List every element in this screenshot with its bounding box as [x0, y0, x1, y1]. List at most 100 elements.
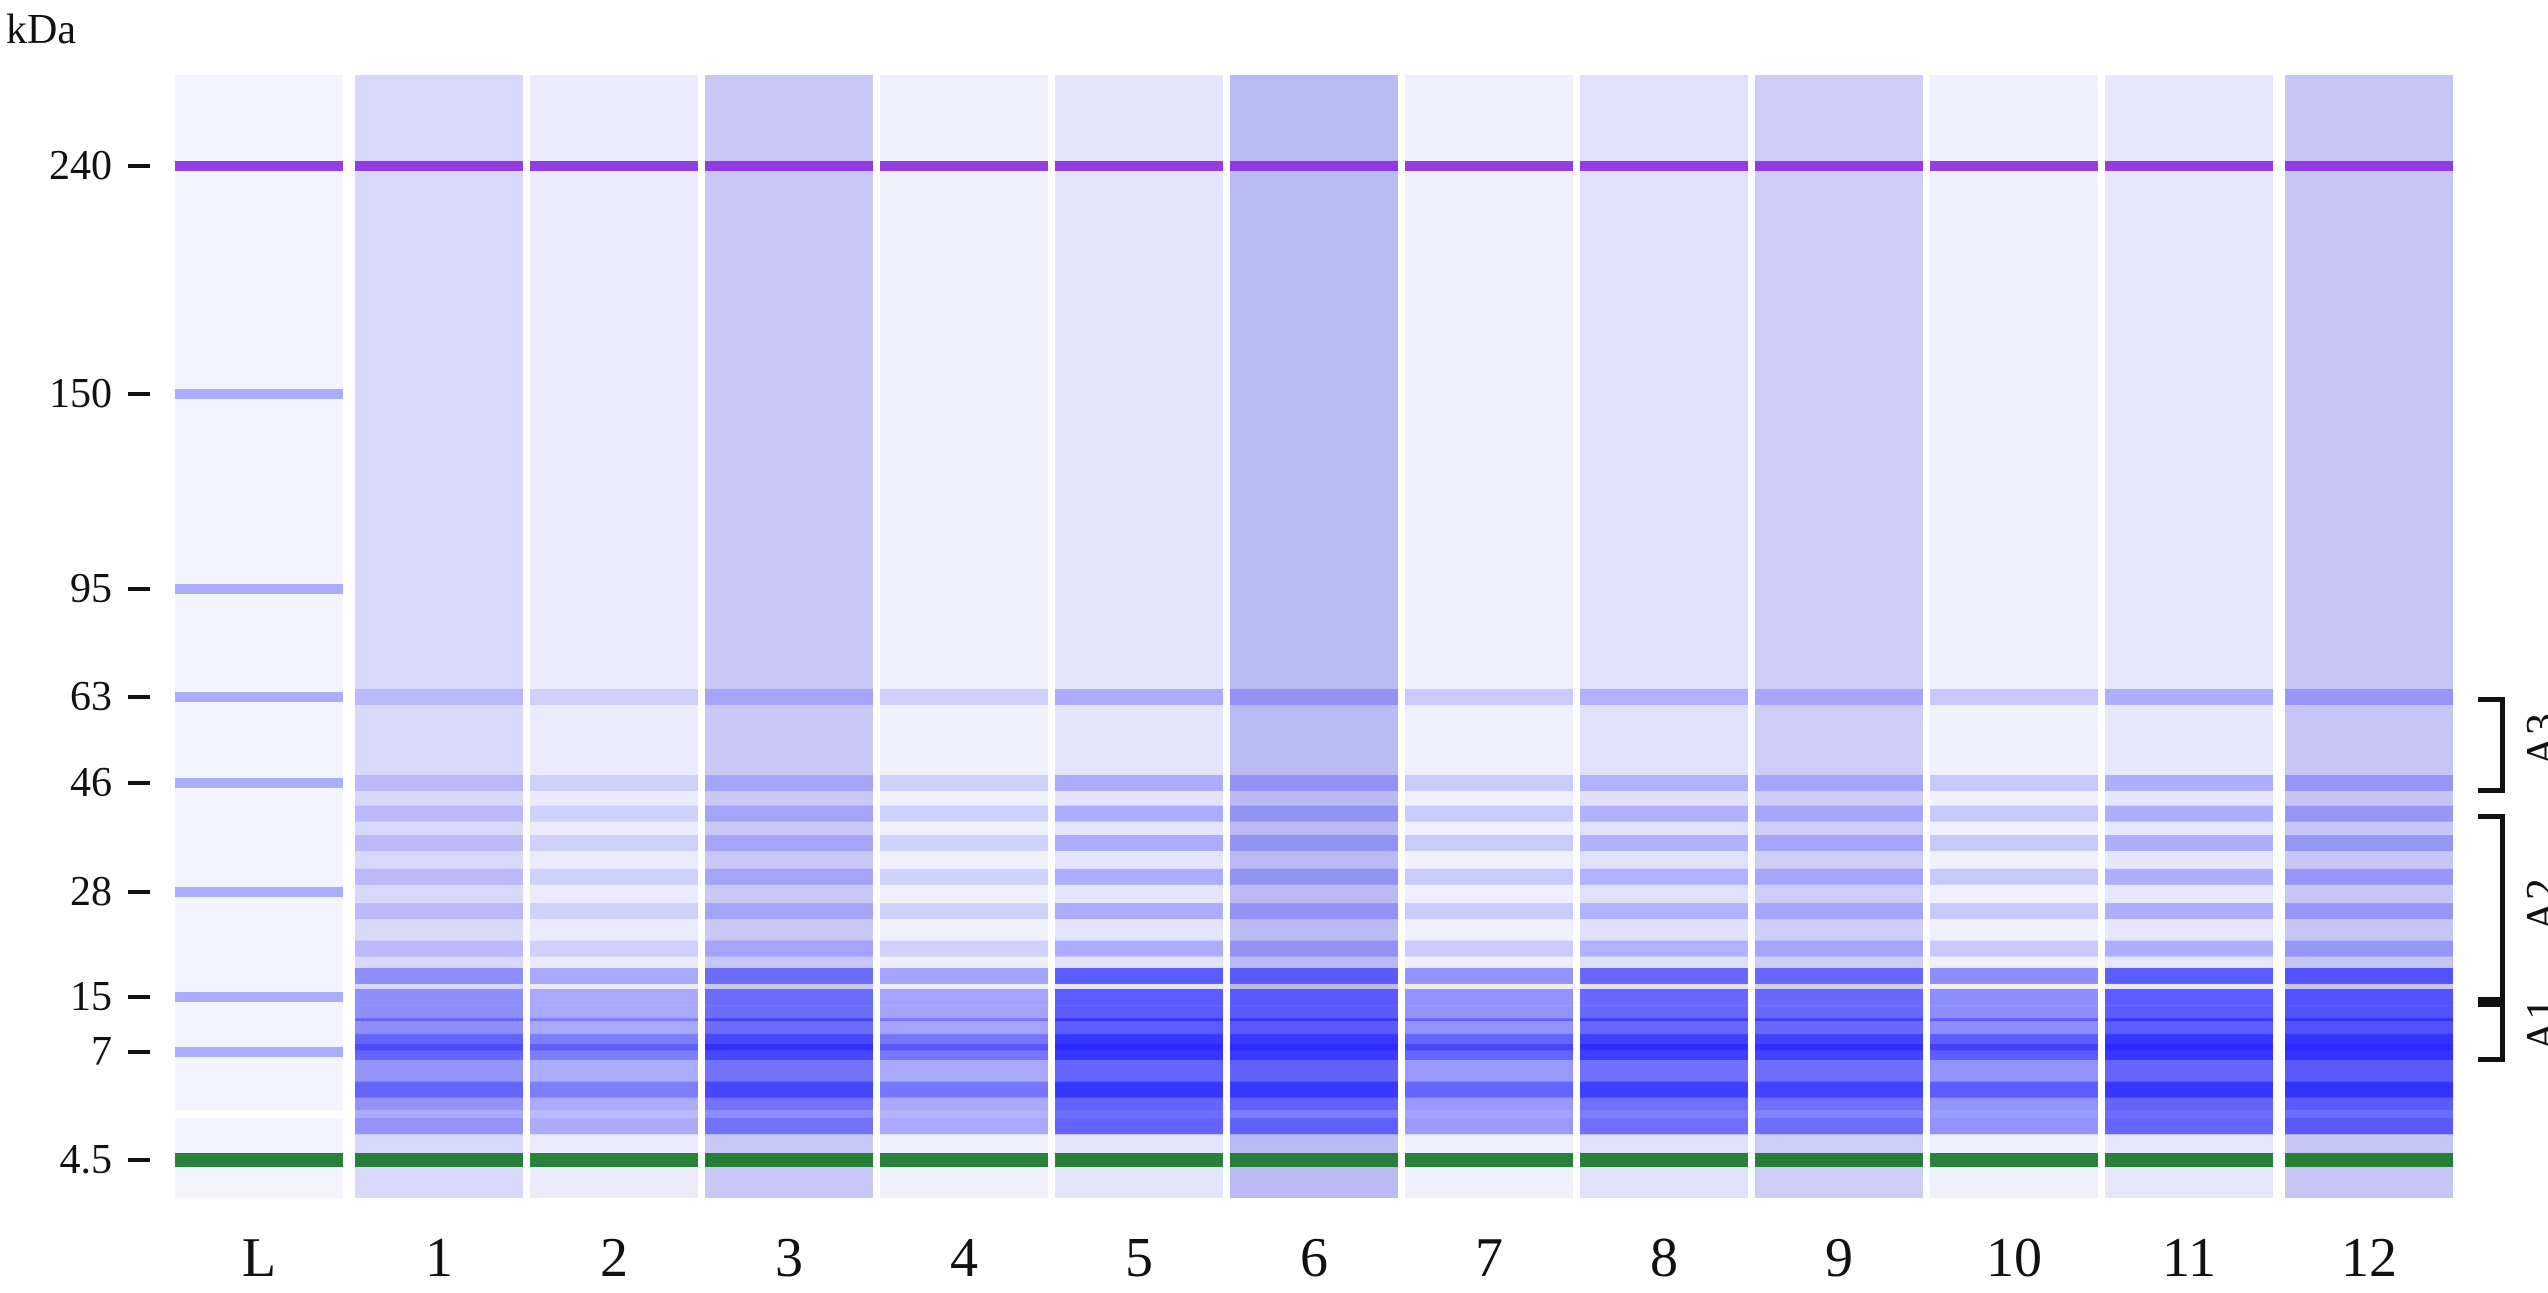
sample-band [1405, 989, 1573, 1005]
sample-band [2105, 805, 2273, 822]
lane-8 [1580, 75, 1748, 1110]
mw-label: 28 [70, 869, 112, 915]
sample-band [2105, 1005, 2273, 1022]
sample-band [1405, 868, 1573, 885]
low-mw-smear [705, 1033, 873, 1135]
sample-band [530, 940, 698, 957]
sample-band [1055, 1018, 1223, 1035]
sample-band [1230, 868, 1398, 885]
sample-band [355, 967, 523, 984]
sample-band [2105, 775, 2273, 791]
lane-10 [1930, 75, 2098, 1110]
sample-band [1755, 868, 1923, 885]
sample-band [355, 775, 523, 791]
sample-band [1055, 940, 1223, 957]
sample-band [880, 940, 1048, 957]
mw-tick [128, 587, 150, 591]
region-bracket [2478, 997, 2505, 1062]
sample-band [530, 868, 698, 885]
lane-label: 12 [2341, 1227, 2397, 1289]
sample-band [1930, 1018, 2098, 1035]
mw-tick [128, 392, 150, 396]
ladder-band [175, 992, 343, 1002]
low-mw-smear [1230, 1033, 1398, 1135]
sample-band [880, 989, 1048, 1005]
sample-band [1580, 689, 1748, 705]
sample-band [1055, 903, 1223, 920]
sample-band [1230, 689, 1398, 705]
lower-marker-band [530, 1153, 698, 1167]
sample-band [530, 775, 698, 791]
sample-band [1930, 868, 2098, 885]
low-mw-smear [880, 1033, 1048, 1135]
upper-marker-band [1055, 161, 1223, 171]
sample-band [2285, 805, 2453, 822]
sample-band [1055, 868, 1223, 885]
sample-band [2285, 903, 2453, 920]
sample-band [705, 989, 873, 1005]
sample-band [1930, 1005, 2098, 1022]
sample-band [1930, 835, 2098, 852]
sample-band [1405, 805, 1573, 822]
upper-marker-band [1930, 161, 2098, 171]
mw-tick [128, 1158, 150, 1162]
sample-band [880, 835, 1048, 852]
lower-marker-band [1230, 1153, 1398, 1167]
sample-band [1405, 1044, 1573, 1060]
sample-band [1405, 1005, 1573, 1022]
sample-band [1405, 1081, 1573, 1098]
low-mw-smear [1055, 1033, 1223, 1135]
sample-band [1755, 903, 1923, 920]
sample-band [1405, 835, 1573, 852]
lane-label: 1 [425, 1227, 453, 1289]
sample-band [1930, 805, 2098, 822]
sample-band [705, 1018, 873, 1035]
sample-band [1755, 835, 1923, 852]
upper-marker-band [1230, 161, 1398, 171]
low-mw-smear [1930, 1033, 2098, 1135]
sample-band [1230, 1018, 1398, 1035]
mw-tick [128, 695, 150, 699]
sample-band [1755, 1018, 1923, 1035]
upper-marker-band [2285, 161, 2453, 171]
sample-band [880, 1005, 1048, 1022]
low-mw-smear [530, 1033, 698, 1135]
lower-marker-band [2105, 1153, 2273, 1167]
sample-band [705, 689, 873, 705]
sample-band [880, 1018, 1048, 1035]
sample-band [1405, 689, 1573, 705]
lane-11 [2105, 75, 2273, 1110]
upper-marker-band [1580, 161, 1748, 171]
sample-band [355, 835, 523, 852]
upper-marker-band [175, 161, 343, 171]
lane-label: 3 [775, 1227, 803, 1289]
lane-5 [1055, 75, 1223, 1110]
mw-tick [128, 781, 150, 785]
lower-marker-band [1055, 1153, 1223, 1167]
sample-band [1930, 1044, 2098, 1060]
sample-band [355, 868, 523, 885]
sample-band [1580, 868, 1748, 885]
sample-band [355, 1005, 523, 1022]
low-mw-smear [1405, 1033, 1573, 1135]
mw-label: 95 [70, 566, 112, 612]
sample-band [1405, 903, 1573, 920]
sample-band [1405, 1034, 1573, 1051]
sample-band [1230, 967, 1398, 984]
sample-band [1755, 940, 1923, 957]
sample-band [1580, 1018, 1748, 1035]
sample-band [1580, 903, 1748, 920]
sample-band [2285, 989, 2453, 1005]
mw-tick [128, 890, 150, 894]
sample-band [530, 689, 698, 705]
lane-label: 4 [950, 1227, 978, 1289]
lane-label: 7 [1475, 1227, 1503, 1289]
low-mw-smear [1755, 1033, 1923, 1135]
lane-label: 6 [1300, 1227, 1328, 1289]
sample-band [1755, 689, 1923, 705]
sample-band [355, 689, 523, 705]
sample-band [2285, 689, 2453, 705]
sample-band [2285, 868, 2453, 885]
lower-marker-band [1930, 1153, 2098, 1167]
sample-band [355, 1044, 523, 1060]
